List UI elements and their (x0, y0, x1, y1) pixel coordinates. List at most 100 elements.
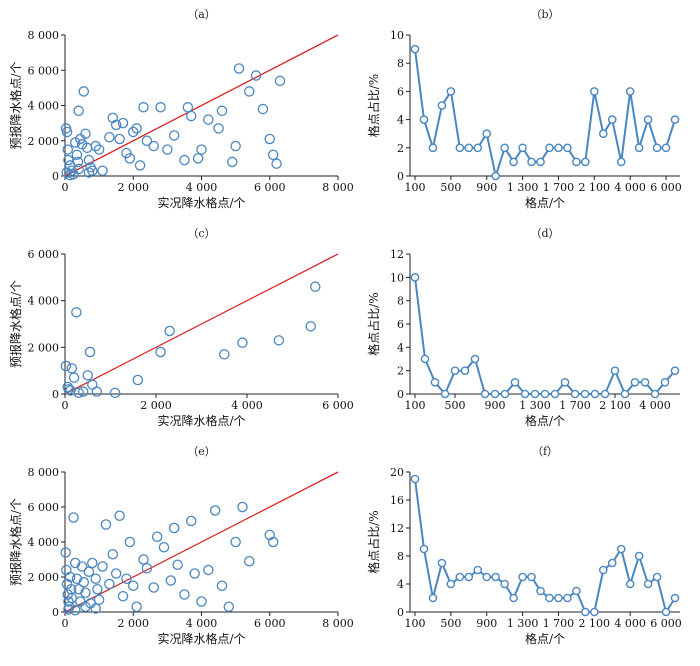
y-tick-label-f: 4 (397, 578, 404, 591)
y-tick-label-d: 0 (397, 388, 404, 401)
data-point-d (660, 378, 670, 387)
y-tick-label-e: 6 000 (28, 501, 60, 514)
x-tick-label-d: 100 (405, 399, 426, 412)
y-axis-label-b: 格点占比/% (366, 74, 381, 137)
data-point-f (572, 586, 581, 596)
y-tick-label-b: 8 (397, 57, 404, 70)
scatter-point-e (189, 568, 200, 579)
data-point-d (530, 389, 540, 399)
scatter-point-c (73, 387, 84, 399)
scatter-point-c (273, 335, 285, 346)
data-point-f (419, 544, 429, 554)
x-tick-label-d: 900 (485, 399, 506, 412)
y-tick-label-c: 4 000 (28, 295, 60, 308)
scatter-point-a (93, 144, 105, 155)
x-tick-label-b: 6 000 (650, 181, 682, 194)
x-tick-label-a: 8 000 (322, 181, 354, 194)
scatter-point-e (179, 589, 190, 600)
scatter-point-a (213, 123, 224, 134)
scatter-point-e (168, 522, 180, 534)
y-axis-label-f: 格点占比/% (366, 510, 381, 573)
data-point-d (610, 366, 620, 375)
scatter-point-e (117, 591, 129, 602)
scatter-point-e (64, 571, 76, 583)
data-point-b (661, 143, 671, 153)
y-tick-label-d: 6 (397, 318, 404, 331)
scatter-point-a (182, 102, 194, 113)
chart-title-d: （d） (530, 227, 559, 240)
series-line-b (414, 48, 676, 180)
data-point-f (509, 593, 518, 603)
y-tick-label-c: 6 000 (28, 248, 60, 261)
x-axis-label-e: 实况降水格点/个 (157, 631, 245, 646)
scatter-point-e (63, 604, 74, 615)
y-tick-label-d: 2 (397, 365, 404, 378)
data-point-f (652, 572, 662, 582)
x-axis-label-b: 格点/个 (525, 195, 565, 210)
data-point-f (410, 474, 420, 484)
scatter-point-e (66, 592, 78, 604)
data-point-d (470, 354, 480, 364)
scatter-point-a (73, 163, 84, 175)
data-point-b (473, 143, 483, 153)
data-point-b (428, 143, 438, 153)
scatter-point-a (73, 105, 84, 117)
scatter-point-c (132, 374, 144, 386)
y-axis-label-d: 格点占比/% (366, 292, 381, 355)
x-tick-label-d: 500 (445, 399, 466, 412)
scatter-point-e (93, 594, 105, 606)
x-tick-label-a: 0 (62, 181, 69, 194)
data-point-b (581, 157, 590, 167)
scatter-point-c (63, 384, 74, 395)
y-tick-label-b: 10 (390, 29, 404, 42)
y-tick-label-f: 20 (390, 466, 404, 479)
scatter-point-c (66, 363, 78, 374)
x-tick-label-e: 8 000 (322, 617, 354, 630)
x-tick-label-f: 6 000 (650, 617, 682, 630)
scatter-point-e (141, 563, 153, 574)
data-point-d (440, 389, 450, 399)
scatter-point-a (61, 167, 72, 178)
scatter-point-a (127, 126, 139, 138)
data-point-f (607, 558, 617, 568)
y-tick-label-f: 12 (390, 522, 404, 535)
x-tick-label-c: 4 000 (231, 399, 263, 412)
y-tick-label-a: 2 000 (28, 135, 60, 148)
x-tick-label-f: 500 (440, 617, 461, 630)
scatter-point-a (72, 156, 84, 168)
scatter-point-a (168, 130, 180, 141)
x-tick-label-f: 2 100 (579, 617, 611, 630)
scatter-point-a (226, 156, 238, 168)
data-point-f (428, 593, 438, 603)
data-point-b (554, 143, 563, 153)
x-tick-label-e: 0 (62, 617, 69, 630)
scatter-point-a (250, 70, 262, 81)
data-point-f (536, 586, 545, 596)
x-tick-label-d: 1 700 (559, 399, 591, 412)
y-tick-label-a: 8 000 (28, 29, 60, 42)
x-tick-label-d: 1 300 (519, 399, 551, 412)
data-point-d (640, 378, 650, 387)
scatter-point-e (237, 501, 248, 513)
scatter-point-e (114, 510, 125, 521)
scatter-point-e (216, 580, 228, 592)
scatter-point-e (267, 536, 279, 548)
data-point-f (518, 572, 527, 582)
x-tick-label-b: 1 300 (507, 181, 539, 194)
data-point-f (464, 572, 474, 582)
data-point-b (616, 157, 626, 167)
data-point-f (491, 572, 500, 582)
scatter-point-e (68, 512, 79, 523)
scatter-point-e (151, 531, 163, 543)
scatter-point-c (82, 370, 94, 381)
x-tick-label-a: 2 000 (118, 181, 150, 194)
data-point-f (590, 607, 599, 617)
scatter-point-e (172, 559, 183, 571)
x-tick-label-b: 1 700 (543, 181, 575, 194)
y-tick-label-b: 6 (397, 85, 404, 98)
x-tick-label-b: 4 000 (614, 181, 646, 194)
data-point-d (560, 378, 570, 387)
series-line-f (414, 478, 676, 615)
scatter-point-e (203, 564, 214, 576)
scatter-point-a (131, 123, 142, 134)
